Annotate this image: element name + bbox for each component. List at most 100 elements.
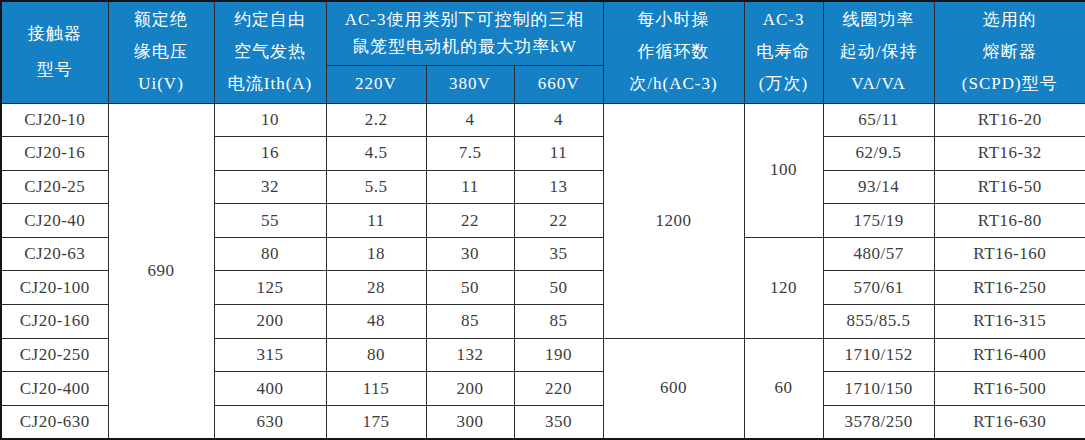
header-line: 型号 bbox=[2, 52, 108, 88]
cell-model: CJ20-16 bbox=[1, 137, 108, 171]
cell-thermal-current: 630 bbox=[214, 405, 326, 439]
header-line: AC-3使用类别下可控制的三相 bbox=[327, 6, 603, 33]
col-header-380v: 380V bbox=[426, 65, 514, 103]
col-header-fuse: 选用的 熔断器 (SCPD)型号 bbox=[934, 1, 1085, 103]
cell-kw-380v: 85 bbox=[426, 305, 514, 339]
cell-thermal-current: 16 bbox=[214, 137, 326, 171]
header-line: 次/h(AC-3) bbox=[604, 68, 744, 100]
cell-kw-220v: 80 bbox=[326, 338, 426, 372]
cell-kw-220v: 48 bbox=[326, 305, 426, 339]
header-line: 每小时操 bbox=[604, 4, 744, 36]
header-line: VA/VA bbox=[824, 68, 934, 100]
header-line: 额定绝 bbox=[109, 4, 214, 36]
cell-cycles-per-hour: 1200 bbox=[603, 103, 744, 338]
cell-coil-power: 1710/152 bbox=[823, 338, 934, 372]
cell-kw-380v: 300 bbox=[426, 405, 514, 439]
cell-model: CJ20-250 bbox=[1, 338, 108, 372]
contactor-spec-table: 接触器 型号 额定绝 缘电压 Ui(V) 约定自由 空气发热 电流Ith(A) … bbox=[0, 0, 1085, 440]
cell-fuse: RT16-250 bbox=[934, 271, 1085, 305]
header-line: Ui(V) bbox=[109, 68, 214, 100]
cell-model: CJ20-630 bbox=[1, 405, 108, 439]
cell-kw-660v: 190 bbox=[514, 338, 603, 372]
col-header-electrical-life: AC-3 电寿命 (万次) bbox=[744, 1, 823, 103]
col-header-insulation-voltage: 额定绝 缘电压 Ui(V) bbox=[108, 1, 214, 103]
header-line: (万次) bbox=[745, 68, 823, 100]
cell-kw-220v: 11 bbox=[326, 204, 426, 238]
cell-fuse: RT16-630 bbox=[934, 405, 1085, 439]
cell-coil-power: 570/61 bbox=[823, 271, 934, 305]
col-header-660v: 660V bbox=[514, 65, 603, 103]
header-line: 作循环数 bbox=[604, 36, 744, 68]
cell-kw-220v: 4.5 bbox=[326, 137, 426, 171]
cell-thermal-current: 400 bbox=[214, 372, 326, 406]
cell-kw-660v: 35 bbox=[514, 237, 603, 271]
cell-model: CJ20-10 bbox=[1, 103, 108, 137]
cell-kw-380v: 30 bbox=[426, 237, 514, 271]
cell-fuse: RT16-32 bbox=[934, 137, 1085, 171]
cell-kw-660v: 85 bbox=[514, 305, 603, 339]
cell-kw-220v: 28 bbox=[326, 271, 426, 305]
cell-electrical-life: 100 bbox=[744, 103, 823, 237]
cell-coil-power: 3578/250 bbox=[823, 405, 934, 439]
cell-cycles-per-hour: 600 bbox=[603, 338, 744, 439]
cell-model: CJ20-160 bbox=[1, 305, 108, 339]
cell-fuse: RT16-500 bbox=[934, 372, 1085, 406]
header-line: 鼠笼型电动机的最大功率kW bbox=[327, 33, 603, 60]
cell-electrical-life: 120 bbox=[744, 237, 823, 338]
header-line: (SCPD)型号 bbox=[935, 68, 1085, 100]
cell-thermal-current: 125 bbox=[214, 271, 326, 305]
header-line: 线圈功率 bbox=[824, 4, 934, 36]
header-line: AC-3 bbox=[745, 4, 823, 36]
cell-coil-power: 65/11 bbox=[823, 103, 934, 137]
cell-thermal-current: 80 bbox=[214, 237, 326, 271]
cell-fuse: RT16-50 bbox=[934, 170, 1085, 204]
cell-insulation-voltage: 690 bbox=[108, 103, 214, 439]
cell-kw-660v: 4 bbox=[514, 103, 603, 137]
header-line: 电寿命 bbox=[745, 36, 823, 68]
header-line: 选用的 bbox=[935, 4, 1085, 36]
cell-coil-power: 93/14 bbox=[823, 170, 934, 204]
cell-coil-power: 175/19 bbox=[823, 204, 934, 238]
cell-kw-660v: 22 bbox=[514, 204, 603, 238]
header-line: 起动/保持 bbox=[824, 36, 934, 68]
col-header-model: 接触器 型号 bbox=[1, 1, 108, 103]
cell-kw-220v: 18 bbox=[326, 237, 426, 271]
cell-thermal-current: 32 bbox=[214, 170, 326, 204]
cell-thermal-current: 200 bbox=[214, 305, 326, 339]
cell-coil-power: 1710/150 bbox=[823, 372, 934, 406]
cell-thermal-current: 55 bbox=[214, 204, 326, 238]
cell-fuse: RT16-20 bbox=[934, 103, 1085, 137]
cell-thermal-current: 315 bbox=[214, 338, 326, 372]
cell-fuse: RT16-315 bbox=[934, 305, 1085, 339]
header-row-top: 接触器 型号 额定绝 缘电压 Ui(V) 约定自由 空气发热 电流Ith(A) … bbox=[1, 1, 1085, 65]
cell-fuse: RT16-400 bbox=[934, 338, 1085, 372]
cell-kw-660v: 350 bbox=[514, 405, 603, 439]
cell-model: CJ20-25 bbox=[1, 170, 108, 204]
col-header-max-power-group: AC-3使用类别下可控制的三相 鼠笼型电动机的最大功率kW bbox=[326, 1, 603, 65]
cell-thermal-current: 10 bbox=[214, 103, 326, 137]
cell-coil-power: 855/85.5 bbox=[823, 305, 934, 339]
cell-kw-380v: 22 bbox=[426, 204, 514, 238]
col-header-thermal-current: 约定自由 空气发热 电流Ith(A) bbox=[214, 1, 326, 103]
table-header: 接触器 型号 额定绝 缘电压 Ui(V) 约定自由 空气发热 电流Ith(A) … bbox=[1, 1, 1085, 103]
cell-coil-power: 62/9.5 bbox=[823, 137, 934, 171]
cell-kw-380v: 7.5 bbox=[426, 137, 514, 171]
col-header-coil-power: 线圈功率 起动/保持 VA/VA bbox=[823, 1, 934, 103]
cell-model: CJ20-100 bbox=[1, 271, 108, 305]
header-line: 电流Ith(A) bbox=[215, 68, 326, 100]
cell-model: CJ20-40 bbox=[1, 204, 108, 238]
table-body: CJ20-10 690 10 2.2 4 4 1200 100 65/11 RT… bbox=[1, 103, 1085, 439]
col-header-220v: 220V bbox=[326, 65, 426, 103]
cell-kw-380v: 11 bbox=[426, 170, 514, 204]
header-line: 空气发热 bbox=[215, 36, 326, 68]
header-line: 接触器 bbox=[2, 16, 108, 52]
cell-model: CJ20-400 bbox=[1, 372, 108, 406]
cell-kw-660v: 11 bbox=[514, 137, 603, 171]
header-line: 熔断器 bbox=[935, 36, 1085, 68]
header-line: 约定自由 bbox=[215, 4, 326, 36]
cell-fuse: RT16-80 bbox=[934, 204, 1085, 238]
col-header-cycles-per-hour: 每小时操 作循环数 次/h(AC-3) bbox=[603, 1, 744, 103]
cell-kw-660v: 13 bbox=[514, 170, 603, 204]
cell-model: CJ20-63 bbox=[1, 237, 108, 271]
cell-kw-380v: 4 bbox=[426, 103, 514, 137]
